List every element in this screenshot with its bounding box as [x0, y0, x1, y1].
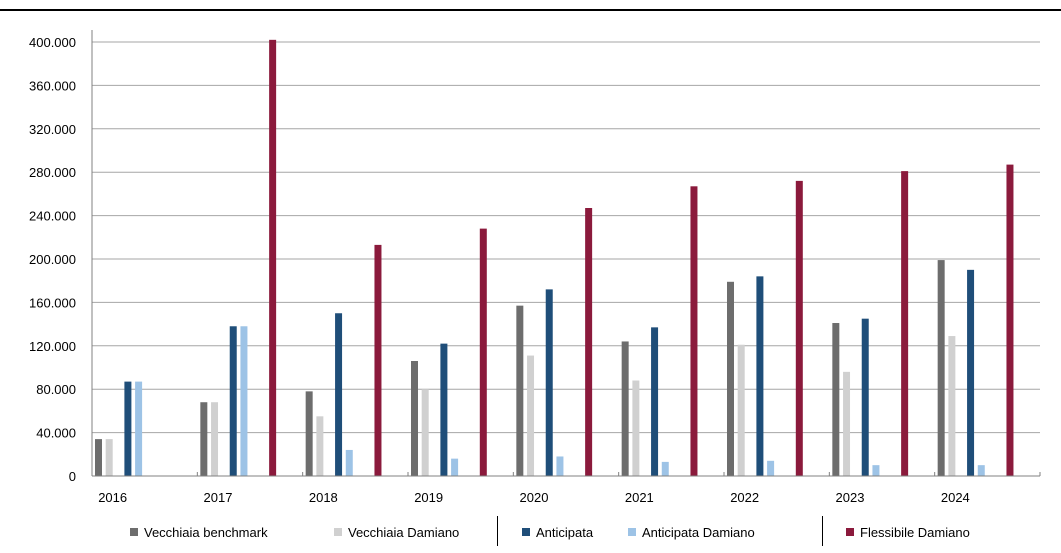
x-tick-label: 2024: [941, 490, 970, 505]
bar: [937, 260, 945, 476]
bar: [229, 326, 237, 476]
bar: [948, 336, 956, 476]
legend-swatch: [846, 528, 854, 536]
bar: [901, 171, 909, 477]
x-tick-label: 2022: [730, 490, 759, 505]
bar: [690, 186, 698, 476]
bar: [305, 391, 313, 476]
bar: [124, 381, 132, 476]
x-tick-label: 2023: [836, 490, 865, 505]
legend-label: Anticipata Damiano: [642, 524, 755, 540]
bars: [95, 39, 1014, 477]
bar: [843, 371, 851, 476]
bar: [727, 281, 734, 476]
legend-swatch: [522, 528, 530, 536]
bar: [861, 318, 869, 476]
bar: [200, 402, 208, 476]
x-tick-label: 2017: [204, 490, 233, 505]
gridlines: [92, 41, 1040, 434]
bar: [1006, 164, 1014, 477]
bar-chart: 0 40.000 80.000 120.000 160.000 200.000 240.00…: [29, 30, 1041, 505]
x-tick-label: 2019: [414, 490, 443, 505]
top-rule: [0, 9, 1061, 11]
legend-item: Flessibile Damiano: [846, 522, 970, 542]
legend-swatch: [628, 528, 636, 536]
bar: [977, 465, 985, 476]
legend-item: Anticipata: [522, 522, 593, 542]
bar: [767, 460, 775, 476]
bar: [345, 449, 353, 476]
bar: [832, 323, 840, 476]
bar: [737, 344, 745, 476]
bar: [421, 389, 429, 476]
bar: [756, 276, 764, 476]
bar: [516, 305, 524, 476]
legend-swatch: [334, 528, 342, 536]
bar: [585, 208, 593, 476]
legend: Vecchiaia benchmark Vecchiaia Damiano An…: [0, 516, 1061, 550]
bar: [545, 289, 553, 476]
y-tick-label: 240.000: [29, 209, 76, 224]
bar: [135, 381, 143, 476]
legend-item: Vecchiaia Damiano: [334, 522, 459, 542]
bar: [269, 39, 277, 476]
legend-item: Anticipata Damiano: [628, 522, 755, 542]
y-tick-label: 80.000: [36, 382, 76, 397]
y-tick-label: 320.000: [29, 122, 76, 137]
y-tick-label: 400.000: [29, 35, 76, 50]
x-tick-label: 2020: [520, 490, 549, 505]
bar: [374, 244, 382, 476]
bar: [479, 228, 487, 476]
bar: [967, 269, 975, 476]
axes: [91, 30, 1041, 477]
x-tick-label: 2021: [625, 490, 654, 505]
legend-label: Anticipata: [536, 524, 594, 540]
bar: [661, 461, 669, 476]
bar: [632, 380, 640, 476]
y-tick-labels: 0 40.000 80.000 120.000 160.000 200.000 240.00…: [29, 35, 76, 484]
bar: [240, 326, 248, 476]
y-tick-label: 200.000: [29, 252, 76, 267]
bar: [411, 360, 418, 476]
bar: [795, 180, 803, 476]
x-tick-labels: 2016 2017 2018 2019 2020 2021 2022 2023 2024: [98, 490, 970, 505]
bar: [451, 458, 459, 476]
bar: [335, 313, 343, 476]
y-tick-label: 280.000: [29, 165, 76, 180]
bar: [316, 416, 324, 476]
legend-label: Vecchiaia Damiano: [348, 524, 460, 540]
legend-swatch: [130, 528, 138, 536]
legend-label: Flessibile Damiano: [860, 524, 970, 540]
x-tick-label: 2018: [309, 490, 338, 505]
y-tick-label: 0: [69, 469, 76, 484]
legend-separator: [497, 516, 498, 546]
y-tick-label: 40.000: [36, 426, 76, 441]
y-tick-label: 120.000: [29, 339, 76, 354]
bar: [527, 355, 535, 476]
bar: [556, 456, 564, 476]
y-tick-label: 360.000: [29, 78, 76, 93]
x-tick-label: 2016: [98, 490, 127, 505]
bar: [872, 465, 880, 476]
legend-separator: [822, 516, 823, 546]
legend-item: Vecchiaia benchmark: [130, 522, 268, 542]
bar: [95, 439, 102, 476]
y-tick-label: 160.000: [29, 295, 76, 310]
bar: [211, 402, 219, 476]
legend-label: Vecchiaia benchmark: [144, 524, 268, 540]
bar: [621, 341, 629, 476]
bar: [651, 327, 659, 476]
bar: [440, 343, 448, 476]
bar: [105, 439, 113, 476]
